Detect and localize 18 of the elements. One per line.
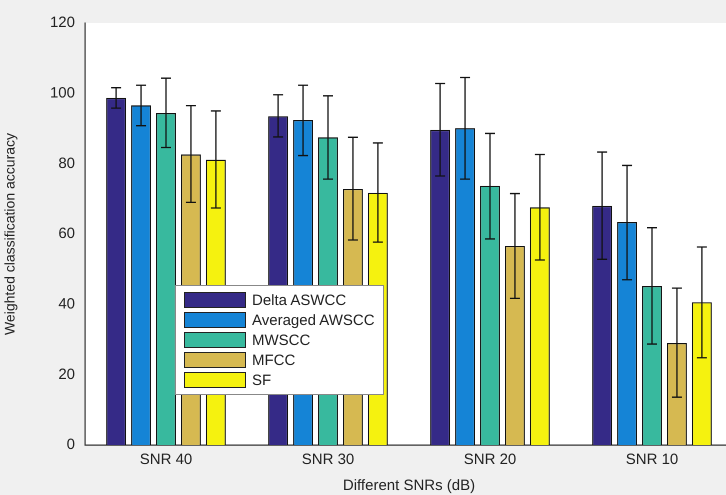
- y-tick-label: 120: [50, 14, 75, 32]
- y-tick-label: 20: [58, 366, 75, 383]
- x-tick-label: SNR 20: [464, 451, 516, 468]
- x-tick-label: SNR 40: [140, 451, 192, 468]
- y-tick-label: 60: [58, 225, 75, 242]
- legend-label: MFCC: [252, 352, 296, 368]
- x-tick-label: SNR 30: [302, 451, 354, 468]
- x-tick-label: SNR 10: [626, 451, 678, 468]
- y-tick-label: 40: [58, 295, 75, 312]
- y-axis-title: Weighted classification accuracy: [1, 132, 18, 336]
- legend-label: Averaged AWSCC: [252, 312, 375, 328]
- y-tick-label: 80: [58, 154, 75, 172]
- y-tick-label: 100: [50, 84, 75, 102]
- legend-label: SF: [252, 372, 272, 388]
- y-tick-label: 0: [66, 436, 75, 454]
- x-axis-title: Different SNRs (dB): [342, 477, 476, 494]
- legend-label: MWSCC: [252, 332, 310, 348]
- legend-label: Delta ASWCC: [252, 292, 346, 308]
